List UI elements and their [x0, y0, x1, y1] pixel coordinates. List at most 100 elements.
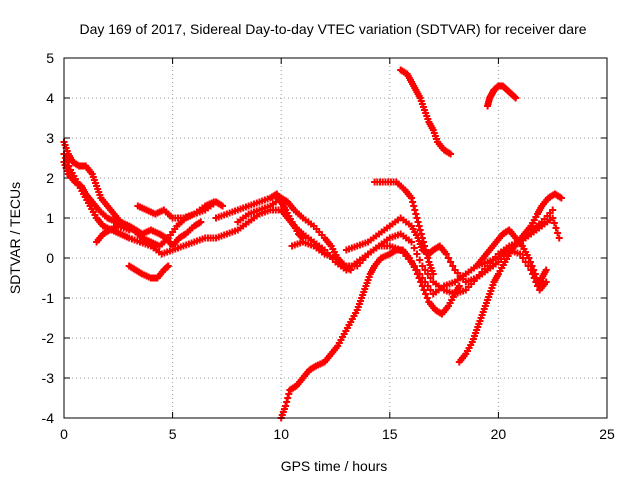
data-point — [444, 254, 452, 262]
data-point — [285, 390, 293, 398]
series-track-e — [125, 262, 172, 282]
y-tick-label: 0 — [46, 250, 54, 266]
data-point — [417, 230, 425, 238]
data-point — [449, 262, 457, 270]
data-point — [413, 270, 421, 278]
data-point — [418, 262, 426, 270]
data-point — [512, 94, 520, 102]
data-point — [554, 229, 562, 237]
data-point — [533, 278, 541, 286]
data-point — [210, 198, 218, 206]
data-point — [408, 238, 416, 246]
series-track-m — [397, 66, 455, 158]
data-point — [219, 202, 227, 210]
data-point — [412, 210, 420, 218]
data-point — [549, 206, 557, 214]
data-point — [284, 394, 292, 402]
data-point — [410, 244, 418, 252]
x-tick-label: 0 — [60, 426, 68, 442]
data-point — [411, 206, 419, 214]
x-tick-label: 25 — [599, 426, 615, 442]
series-track-p — [473, 226, 550, 294]
x-axis-label: GPS time / hours — [281, 458, 388, 474]
data-points — [60, 66, 565, 422]
y-tick-label: -2 — [42, 330, 55, 346]
data-point — [415, 274, 423, 282]
data-point — [550, 219, 558, 227]
y-axis-label: SDTVAR / TECUs — [7, 182, 23, 294]
data-point — [530, 266, 538, 274]
series-track-k — [277, 246, 463, 422]
data-point — [413, 250, 421, 258]
series-track-o — [455, 190, 565, 366]
y-tick-label: 4 — [46, 90, 54, 106]
data-point — [442, 250, 450, 258]
data-point — [197, 218, 205, 226]
y-tick-label: -3 — [42, 370, 55, 386]
data-point — [531, 270, 539, 278]
data-point — [420, 286, 428, 294]
data-point — [532, 274, 540, 282]
data-point — [422, 290, 430, 298]
data-point — [414, 218, 422, 226]
data-point — [427, 286, 435, 294]
chart-title: Day 169 of 2017, Sidereal Day-to-day VTE… — [79, 21, 586, 37]
data-point — [424, 254, 432, 262]
y-tick-label: 5 — [46, 50, 54, 66]
series-track-i — [288, 238, 550, 298]
x-tick-label: 20 — [491, 426, 507, 442]
data-point — [423, 250, 431, 258]
data-point — [418, 234, 426, 242]
data-point — [409, 198, 417, 206]
data-point — [516, 250, 524, 258]
data-point — [525, 254, 533, 262]
data-point — [347, 266, 355, 274]
data-point — [555, 234, 563, 242]
y-tick-label: -1 — [42, 290, 55, 306]
data-point — [528, 262, 536, 270]
y-tick-label: -4 — [42, 410, 55, 426]
data-point — [422, 246, 430, 254]
data-point — [164, 262, 172, 270]
x-tick-label: 5 — [169, 426, 177, 442]
data-point — [283, 398, 291, 406]
data-point — [412, 266, 420, 274]
series-track-d — [93, 222, 133, 246]
data-point — [421, 242, 429, 250]
data-point — [419, 238, 427, 246]
plot-frame — [63, 57, 608, 419]
data-point — [408, 194, 416, 202]
data-point — [415, 222, 423, 230]
data-point — [429, 270, 437, 278]
data-point — [549, 214, 557, 222]
series-track-f — [134, 198, 218, 222]
data-point — [423, 294, 431, 302]
data-point — [455, 282, 463, 290]
x-tick-label: 10 — [273, 426, 289, 442]
tick-labels: 0 5 10 15 20 25 -4 -3 -2 -1 0 1 2 3 4 5 — [42, 50, 615, 442]
data-point — [447, 258, 455, 266]
y-tick-label: 3 — [46, 130, 54, 146]
data-point — [552, 224, 560, 232]
series-track-l — [371, 178, 437, 278]
data-point — [416, 256, 424, 264]
data-point — [418, 282, 426, 290]
data-point — [413, 214, 421, 222]
data-point — [519, 254, 527, 262]
y-tick-label: 1 — [46, 210, 54, 226]
y-tick-label: 2 — [46, 170, 54, 186]
data-point — [542, 266, 550, 274]
series-track-n — [484, 82, 520, 110]
data-point — [417, 278, 425, 286]
data-point — [447, 150, 455, 158]
x-tick-label: 15 — [382, 426, 398, 442]
series-track-c — [60, 138, 205, 250]
data-point — [282, 402, 290, 410]
data-point — [421, 266, 429, 274]
data-point — [416, 226, 424, 234]
data-point — [427, 274, 435, 282]
series-track-g — [212, 190, 307, 242]
data-point — [125, 226, 133, 234]
data-point — [557, 194, 565, 202]
